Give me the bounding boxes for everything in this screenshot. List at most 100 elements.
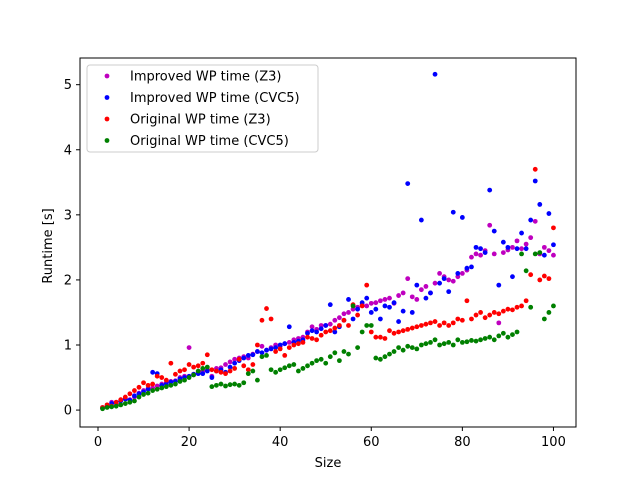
data-point: [336, 315, 342, 321]
data-point: [523, 268, 529, 274]
data-point: [227, 382, 233, 388]
data-point: [145, 390, 151, 396]
data-point: [441, 276, 447, 282]
data-point: [473, 312, 479, 318]
data-point: [496, 282, 502, 288]
data-point: [537, 202, 543, 207]
data-point: [487, 187, 493, 193]
data-point: [505, 334, 511, 340]
data-point: [500, 239, 506, 245]
data-point: [446, 340, 452, 345]
data-point: [469, 316, 474, 322]
data-point: [314, 358, 320, 364]
legend-label: Improved WP time (Z3): [130, 70, 282, 85]
data-point: [432, 71, 438, 77]
data-point: [259, 317, 265, 323]
data-point: [405, 276, 411, 282]
data-point: [236, 356, 242, 362]
data-point: [341, 311, 347, 317]
data-point: [250, 368, 256, 374]
data-point: [464, 265, 470, 271]
data-point: [437, 271, 442, 276]
data-point: [505, 244, 511, 250]
data-point: [373, 300, 379, 306]
data-point: [532, 218, 538, 224]
data-point: [336, 323, 342, 328]
data-point: [455, 337, 461, 343]
data-point: [204, 368, 210, 374]
data-point: [482, 336, 488, 341]
data-point: [195, 368, 201, 374]
data-point: [259, 350, 265, 356]
data-point: [364, 303, 370, 309]
data-point: [250, 352, 256, 358]
data-point: [446, 323, 452, 328]
data-point: [537, 277, 543, 283]
data-point: [355, 312, 361, 318]
data-point: [218, 381, 224, 387]
data-point: [373, 306, 379, 312]
data-point: [214, 382, 219, 388]
data-point: [528, 304, 534, 310]
data-point: [300, 366, 306, 371]
data-point: [264, 353, 269, 358]
data-point: [132, 393, 137, 399]
x-tick-label: 80: [454, 435, 471, 450]
data-point: [200, 371, 206, 377]
data-point: [450, 342, 456, 348]
data-point: [332, 350, 338, 356]
data-point: [154, 373, 160, 379]
data-point: [159, 385, 165, 391]
data-point: [546, 248, 552, 254]
data-point: [305, 330, 310, 336]
data-point: [327, 328, 333, 334]
data-point: [450, 278, 456, 284]
data-point: [541, 273, 547, 279]
data-point: [154, 386, 160, 392]
data-point: [382, 303, 388, 309]
data-point: [232, 366, 238, 371]
data-point: [286, 345, 292, 350]
data-point: [132, 398, 137, 404]
data-point: [437, 280, 442, 286]
data-point: [245, 367, 251, 373]
data-point: [414, 282, 420, 288]
data-point: [332, 329, 338, 335]
data-point: [368, 300, 374, 306]
data-point: [346, 310, 351, 315]
y-axis-label: Runtime [s]: [41, 208, 56, 283]
data-point: [323, 323, 329, 328]
x-axis: 0 20 40 60 80 100: [94, 427, 566, 450]
data-point: [418, 217, 424, 223]
data-point: [496, 333, 502, 339]
data-point: [414, 324, 420, 330]
data-point: [223, 383, 228, 389]
data-point: [268, 367, 274, 373]
x-tick-label: 0: [94, 435, 102, 450]
data-point: [273, 345, 279, 350]
data-point: [541, 252, 547, 258]
legend-marker: [104, 138, 110, 143]
data-point: [409, 345, 415, 350]
data-point: [382, 354, 388, 360]
data-point: [268, 316, 274, 322]
data-point: [286, 363, 292, 369]
data-point: [405, 343, 411, 349]
data-point: [528, 217, 534, 223]
data-point: [514, 246, 520, 252]
y-tick-label: 2: [64, 273, 72, 288]
data-point: [382, 297, 388, 302]
scatter-points-layer: [100, 71, 556, 412]
data-point: [455, 271, 461, 276]
data-point: [168, 360, 174, 366]
data-point: [473, 251, 479, 257]
data-point: [127, 399, 133, 405]
data-point: [204, 352, 210, 358]
data-point: [551, 303, 556, 309]
data-point: [469, 254, 474, 260]
data-point: [227, 359, 233, 365]
data-point: [305, 334, 310, 340]
data-point: [405, 181, 411, 187]
data-point: [423, 321, 429, 327]
data-point: [437, 323, 442, 328]
